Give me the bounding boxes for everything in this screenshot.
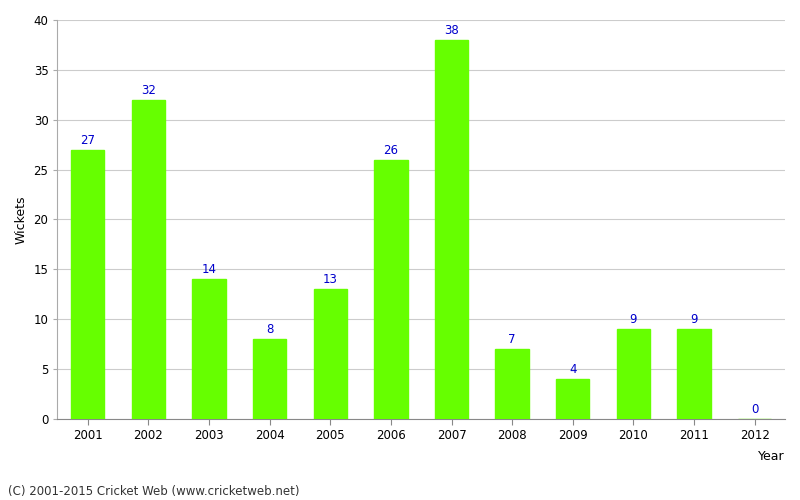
Text: 0: 0 [751,403,758,416]
Bar [495,349,529,419]
Text: 9: 9 [630,313,637,326]
Bar [617,329,650,419]
Text: (C) 2001-2015 Cricket Web (www.cricketweb.net): (C) 2001-2015 Cricket Web (www.cricketwe… [8,484,299,498]
Bar [71,150,105,419]
Bar [132,100,165,419]
Text: 8: 8 [266,323,274,336]
Bar [435,40,468,419]
Text: 26: 26 [383,144,398,156]
Text: 13: 13 [323,274,338,286]
Bar [556,379,590,419]
Text: 7: 7 [509,333,516,346]
Bar [314,290,347,419]
Text: 38: 38 [444,24,459,37]
Text: 4: 4 [569,363,577,376]
Bar [678,329,710,419]
Text: 14: 14 [202,264,217,276]
Text: 27: 27 [80,134,95,146]
Bar [374,160,407,419]
Bar [192,280,226,419]
Bar [253,339,286,419]
Text: 9: 9 [690,313,698,326]
Text: Year: Year [758,450,785,462]
Text: 32: 32 [141,84,156,97]
Y-axis label: Wickets: Wickets [15,195,28,244]
